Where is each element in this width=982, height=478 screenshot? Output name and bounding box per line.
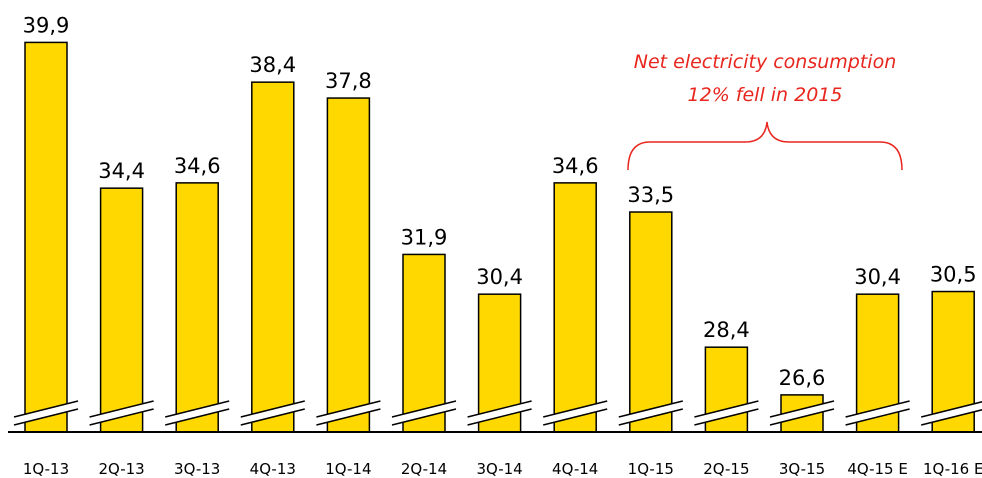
value-label: 34,6: [174, 154, 221, 178]
bar: [175, 182, 219, 433]
bar: [251, 81, 295, 433]
x-tick-label: 4Q-14: [552, 460, 598, 478]
axis-break: [240, 401, 305, 425]
axis-break-line: [316, 400, 381, 418]
axis-break-line: [543, 408, 608, 426]
axis-break-line: [391, 400, 457, 418]
axis-break: [845, 401, 910, 425]
axis-break: [770, 401, 834, 425]
axis-break-line: [240, 400, 305, 418]
axis-break-line: [467, 408, 532, 426]
annotation-brace: [627, 121, 903, 171]
axis-break: [392, 401, 456, 425]
axis-break: [921, 401, 982, 425]
axis-break-line: [316, 408, 381, 426]
bar: [24, 41, 68, 433]
axis-break-line: [769, 400, 835, 418]
annotation: Net electricity consumption: [634, 51, 897, 73]
axis-break: [14, 401, 78, 425]
axis-break-line: [165, 400, 230, 418]
axis-break: [89, 401, 154, 425]
value-label: 37,8: [325, 69, 372, 93]
x-tick-label: 2Q-13: [98, 460, 144, 478]
x-tick-label: 3Q-14: [476, 460, 522, 478]
value-label: 30,4: [854, 265, 901, 289]
axis-break-line: [13, 400, 79, 418]
axis-break: [165, 401, 230, 425]
axis-break-line: [543, 400, 608, 418]
value-label: 28,4: [703, 318, 750, 342]
value-label: 30,5: [930, 263, 977, 287]
bar: [402, 253, 446, 433]
axis-break-line: [694, 400, 759, 418]
value-label: 26,6: [779, 366, 826, 390]
value-label: 30,4: [476, 265, 523, 289]
value-label: 34,6: [552, 154, 599, 178]
x-tick-label: 1Q-14: [325, 460, 371, 478]
axis-break: [316, 401, 381, 425]
bar: [326, 97, 371, 433]
annotation: 12% fell in 2015: [688, 84, 843, 106]
axis-break-line: [89, 400, 154, 418]
value-label: 31,9: [401, 225, 448, 249]
axis-break-line: [694, 408, 759, 426]
axis-break-line: [845, 408, 910, 426]
x-tick-label: 1Q-16 E: [923, 460, 982, 478]
axis-break: [543, 401, 608, 425]
axis-break: [467, 401, 532, 425]
axis-break-line: [13, 408, 79, 426]
bar: [553, 182, 597, 433]
bar: [99, 187, 144, 433]
axis-break-line: [618, 408, 683, 426]
x-tick-label: 4Q-13: [250, 460, 296, 478]
x-tick-label: 1Q-15: [628, 460, 674, 478]
x-tick-label: 4Q-15 E: [847, 460, 908, 478]
value-label: 39,9: [23, 13, 70, 37]
axis-break-line: [89, 408, 154, 426]
axis-break-line: [921, 409, 982, 426]
value-label: 33,5: [627, 183, 674, 207]
x-tick-label: 3Q-15: [779, 460, 825, 478]
bar: [629, 211, 673, 433]
x-tick-label: 1Q-13: [23, 460, 69, 478]
value-label: 34,4: [98, 159, 145, 183]
x-tick-label: 2Q-14: [401, 460, 447, 478]
axis-break: [694, 401, 759, 425]
axis-break-line: [391, 408, 457, 426]
axis-break-line: [921, 401, 982, 418]
axis-break-line: [467, 400, 532, 418]
value-label: 38,4: [249, 53, 296, 77]
axis-break-line: [618, 400, 683, 418]
axis-break: [618, 401, 683, 425]
axis-break-line: [240, 408, 305, 426]
axis-break-line: [845, 400, 910, 418]
axis-break-line: [165, 408, 230, 426]
axis-break-line: [769, 408, 835, 426]
x-tick-label: 3Q-13: [174, 460, 220, 478]
x-tick-label: 2Q-15: [703, 460, 749, 478]
